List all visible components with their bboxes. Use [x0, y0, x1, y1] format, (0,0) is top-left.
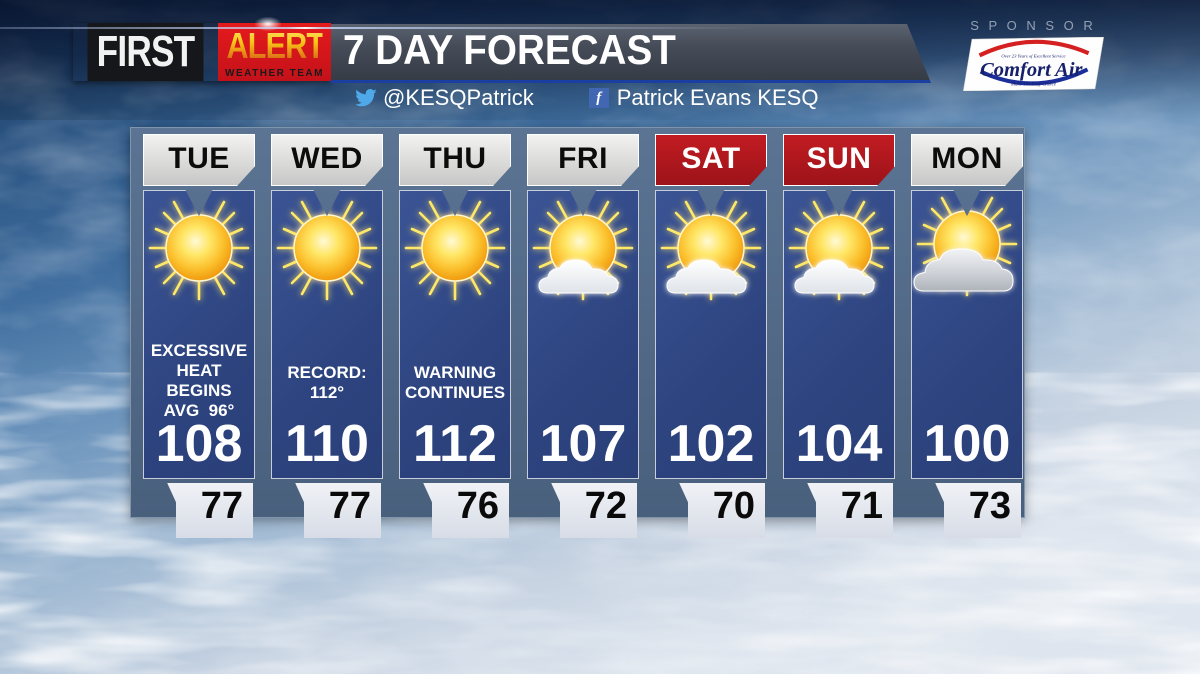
svg-text:Make The Easy Choice: Make The Easy Choice — [1010, 83, 1057, 88]
svg-text:Comfort Air: Comfort Air — [980, 59, 1083, 81]
